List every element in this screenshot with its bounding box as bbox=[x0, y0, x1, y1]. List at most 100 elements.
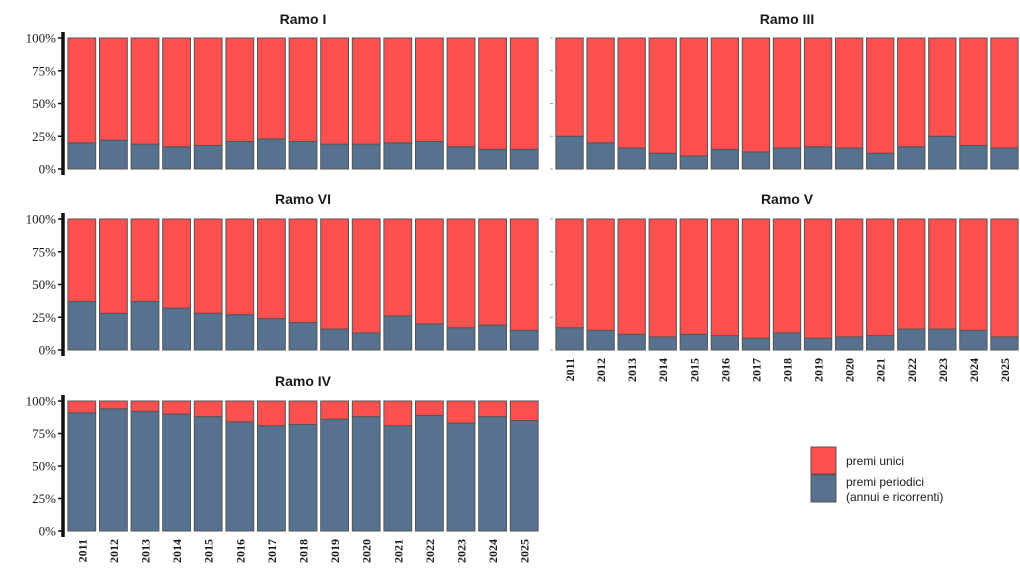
bar-unici-2015 bbox=[679, 218, 708, 335]
bar-unici-2025 bbox=[990, 218, 1019, 338]
bar-periodici-2013 bbox=[130, 410, 160, 532]
bar-periodici-2020 bbox=[351, 332, 381, 351]
bar-periodici-2011 bbox=[555, 327, 584, 351]
x-tick-label: 2025 bbox=[998, 358, 1012, 382]
bar-periodici-2022 bbox=[415, 414, 444, 532]
bar-unici-2012 bbox=[586, 37, 615, 144]
bar-unici-2024 bbox=[478, 218, 508, 326]
bar-unici-2021 bbox=[383, 218, 413, 317]
x-tick-label: 2021 bbox=[391, 539, 405, 563]
bar-unici-2022 bbox=[415, 218, 444, 325]
bar-unici-2012 bbox=[99, 218, 128, 314]
bar-periodici-2018 bbox=[772, 147, 802, 170]
bar-unici-2021 bbox=[383, 400, 413, 427]
x-tick-label: 2011 bbox=[563, 358, 577, 381]
x-tick-label: 2017 bbox=[749, 358, 763, 382]
bar-periodici-2025 bbox=[990, 147, 1019, 170]
bar-unici-2011 bbox=[555, 37, 584, 137]
y-tick-label: 50% bbox=[32, 277, 56, 292]
bar-periodici-2018 bbox=[288, 423, 318, 532]
bar-periodici-2021 bbox=[383, 425, 413, 532]
y-tick-label: 75% bbox=[32, 63, 56, 78]
legend-swatch-premi-unici bbox=[810, 446, 837, 475]
bar-periodici-2012 bbox=[586, 142, 615, 170]
x-tick-label: 2020 bbox=[843, 358, 857, 382]
bar-unici-2011 bbox=[67, 218, 97, 303]
bar-periodici-2015 bbox=[193, 312, 223, 351]
bar-periodici-2012 bbox=[99, 408, 128, 532]
bar-periodici-2013 bbox=[130, 301, 160, 351]
bar-periodici-2023 bbox=[928, 135, 957, 170]
y-tick-label: 25% bbox=[32, 310, 56, 325]
x-tick-label: 2024 bbox=[486, 539, 500, 563]
bar-periodici-2018 bbox=[288, 140, 318, 170]
bar-periodici-2023 bbox=[446, 146, 476, 170]
bar-periodici-2016 bbox=[225, 314, 255, 351]
bar-unici-2018 bbox=[772, 37, 802, 149]
bar-periodici-2012 bbox=[586, 329, 615, 351]
panel-title: Ramo VI bbox=[275, 191, 331, 207]
bar-periodici-2015 bbox=[679, 155, 708, 170]
bar-unici-2019 bbox=[320, 400, 350, 420]
bar-unici-2020 bbox=[351, 37, 381, 145]
bar-unici-2018 bbox=[288, 218, 318, 323]
legend: premi unici premi periodici(annui e ricor… bbox=[810, 446, 943, 504]
x-tick-label: 2016 bbox=[233, 539, 247, 563]
x-tick-label: 2019 bbox=[812, 358, 826, 382]
bar-unici-2015 bbox=[193, 218, 223, 314]
bar-unici-2016 bbox=[225, 218, 255, 316]
bar-unici-2021 bbox=[866, 218, 895, 337]
y-tick-label: 25% bbox=[32, 491, 56, 506]
bar-unici-2017 bbox=[741, 37, 771, 153]
bar-unici-2014 bbox=[648, 37, 677, 154]
x-tick-label: 2023 bbox=[455, 539, 469, 563]
bar-periodici-2022 bbox=[415, 140, 444, 170]
x-tick-label: 2020 bbox=[360, 539, 374, 563]
bar-periodici-2015 bbox=[679, 333, 708, 351]
y-tick-label: 50% bbox=[32, 459, 56, 474]
bar-unici-2022 bbox=[415, 37, 444, 142]
panel-ramo-vi: Ramo VI 0% 25% 50% 75% 100% bbox=[26, 191, 539, 358]
bar-unici-2011 bbox=[67, 400, 97, 414]
bar-unici-2017 bbox=[741, 218, 771, 339]
bar-periodici-2013 bbox=[617, 147, 646, 170]
bar-periodici-2023 bbox=[928, 328, 957, 351]
x-tick-label: 2012 bbox=[594, 358, 608, 382]
x-tick-label: 2022 bbox=[905, 358, 919, 382]
x-tick-label: 2017 bbox=[265, 539, 279, 563]
bar-periodici-2013 bbox=[617, 333, 646, 351]
bar-periodici-2016 bbox=[710, 148, 740, 170]
bar-periodici-2023 bbox=[446, 422, 476, 532]
bar-unici-2020 bbox=[351, 400, 381, 418]
bar-periodici-2022 bbox=[897, 146, 926, 170]
bar-periodici-2025 bbox=[509, 420, 539, 532]
bar-periodici-2012 bbox=[99, 139, 128, 170]
bar-unici-2023 bbox=[928, 218, 957, 330]
bar-unici-2015 bbox=[193, 400, 223, 418]
bar-unici-2016 bbox=[225, 400, 255, 423]
bar-unici-2013 bbox=[130, 400, 160, 412]
x-tick-label: 2012 bbox=[107, 539, 121, 563]
bar-unici-2024 bbox=[478, 37, 508, 150]
bar-periodici-2011 bbox=[67, 412, 97, 532]
bar-periodici-2019 bbox=[320, 143, 350, 170]
y-tick-label: 75% bbox=[32, 426, 56, 441]
bar-periodici-2015 bbox=[193, 144, 223, 170]
bar-periodici-2019 bbox=[803, 337, 833, 351]
x-tick-label: 2013 bbox=[139, 539, 153, 563]
bar-unici-2020 bbox=[834, 37, 864, 149]
y-tick-label: 25% bbox=[32, 129, 56, 144]
x-tick-label: 2024 bbox=[967, 358, 981, 382]
bar-periodici-2011 bbox=[67, 301, 97, 351]
bar-unici-2013 bbox=[617, 218, 646, 335]
x-tick-label: 2018 bbox=[781, 358, 795, 382]
bar-unici-2022 bbox=[897, 37, 926, 148]
bar-unici-2013 bbox=[130, 37, 160, 145]
bar-periodici-2017 bbox=[257, 138, 286, 170]
bar-unici-2023 bbox=[446, 400, 476, 424]
bar-periodici-2023 bbox=[446, 327, 476, 351]
bar-periodici-2025 bbox=[509, 329, 539, 351]
x-tick-label: 2022 bbox=[423, 539, 437, 563]
bar-periodici-2022 bbox=[897, 328, 926, 351]
